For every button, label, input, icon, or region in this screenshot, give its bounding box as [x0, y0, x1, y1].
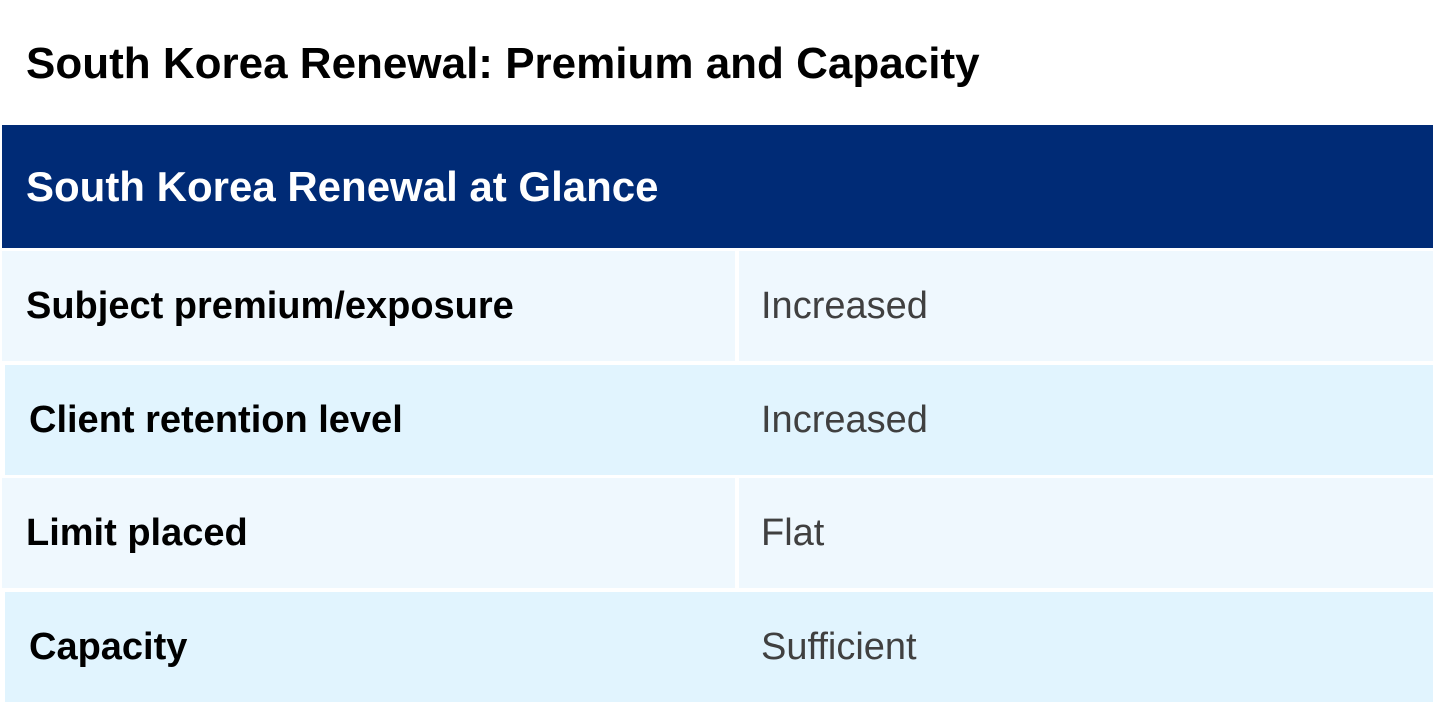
- row-label: Capacity: [29, 625, 188, 668]
- summary-table: South Korea Renewal at Glance Subject pr…: [2, 125, 1433, 702]
- table-header: South Korea Renewal at Glance: [2, 125, 1433, 248]
- row-label: Subject premium/exposure: [2, 251, 735, 361]
- row-value: Increased: [761, 398, 928, 441]
- table-row: Capacity Sufficient: [5, 592, 1433, 702]
- table-row: Limit placed Flat: [2, 478, 1433, 588]
- row-value: Sufficient: [761, 625, 917, 668]
- table-row: Client retention level Increased: [5, 365, 1433, 475]
- row-value: Flat: [739, 478, 1433, 588]
- page-title: South Korea Renewal: Premium and Capacit…: [26, 39, 980, 88]
- row-label: Client retention level: [29, 398, 403, 441]
- row-value: Increased: [739, 251, 1433, 361]
- table-row: Subject premium/exposure Increased: [2, 251, 1433, 361]
- row-label: Limit placed: [2, 478, 735, 588]
